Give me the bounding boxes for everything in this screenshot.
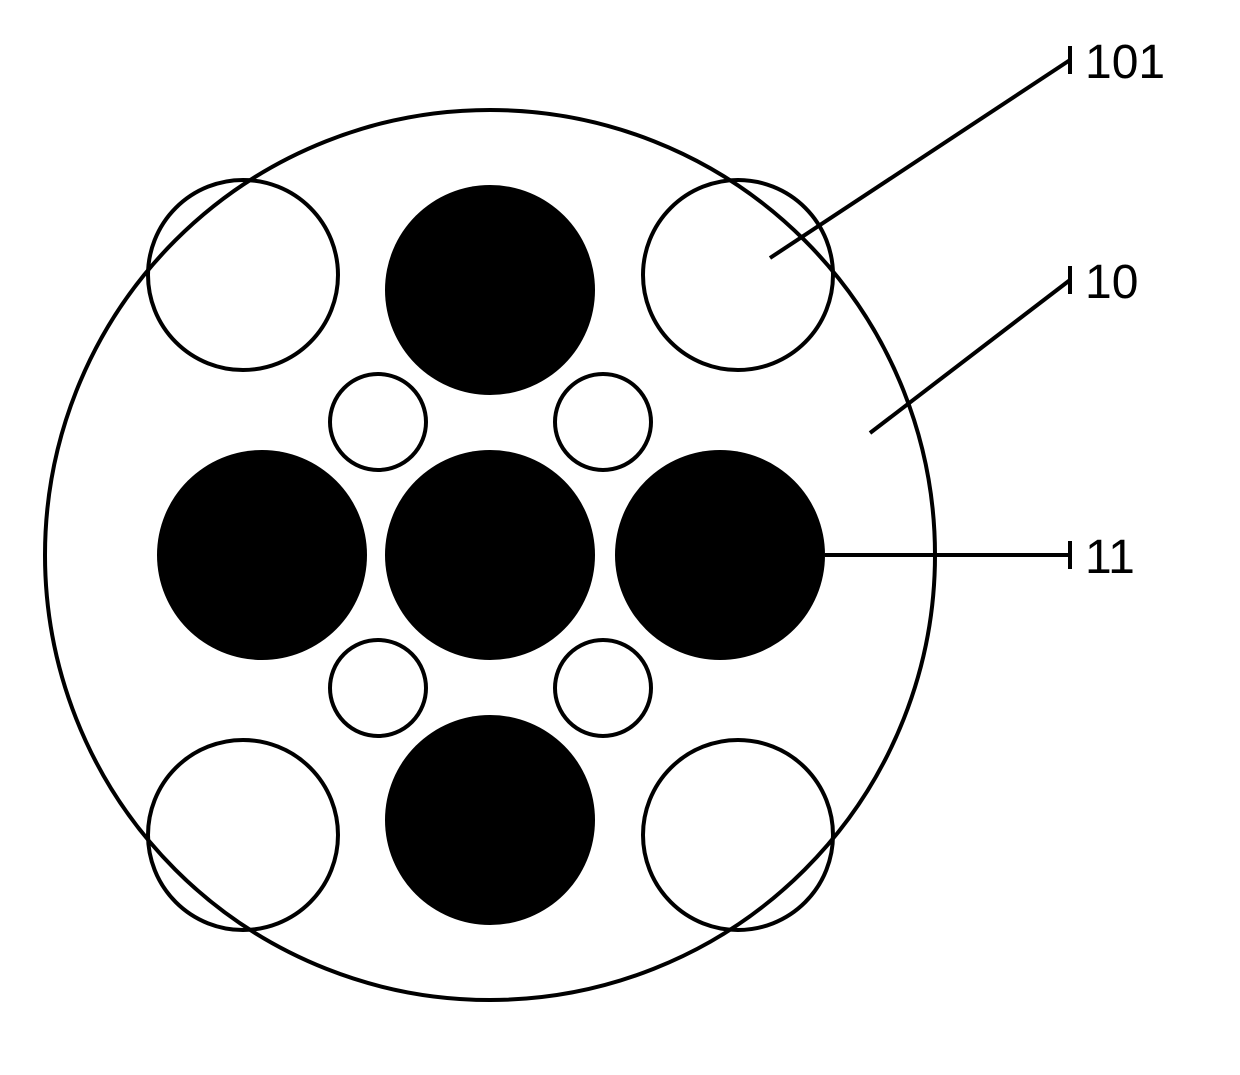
outline-circle-bottom-right xyxy=(643,740,833,930)
leader-line-101 xyxy=(770,60,1070,258)
diagram-svg xyxy=(0,0,1240,1070)
label-11: 11 xyxy=(1085,530,1135,585)
label-10: 10 xyxy=(1085,255,1138,310)
filled-circle-center xyxy=(385,450,595,660)
filled-circle-top xyxy=(385,185,595,395)
technical-diagram: 101 10 11 xyxy=(0,0,1240,1070)
label-101: 101 xyxy=(1085,35,1165,90)
small-circle-bottom-left xyxy=(330,640,426,736)
filled-circle-bottom xyxy=(385,715,595,925)
small-circle-top-left xyxy=(330,374,426,470)
small-circle-top-right xyxy=(555,374,651,470)
outline-circle-bottom-left xyxy=(148,740,338,930)
outline-circle-top-left xyxy=(148,180,338,370)
filled-circle-right xyxy=(615,450,825,660)
filled-circle-left xyxy=(157,450,367,660)
small-circle-bottom-right xyxy=(555,640,651,736)
leader-line-10 xyxy=(870,280,1070,433)
outline-circle-top-right xyxy=(643,180,833,370)
